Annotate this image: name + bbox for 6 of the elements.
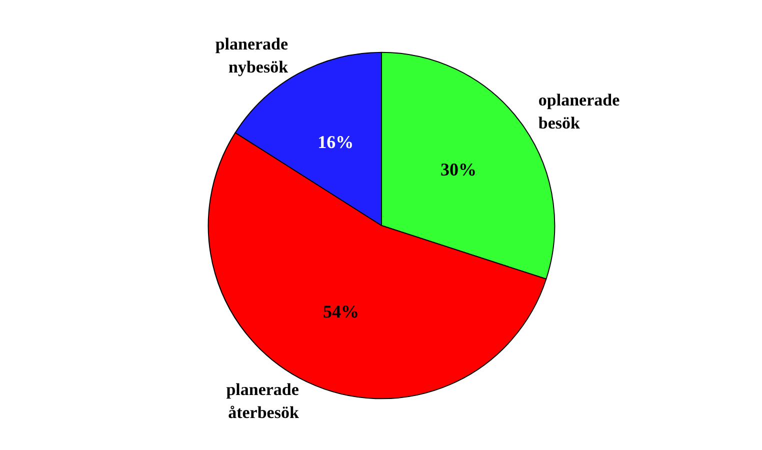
- data-label: 30%: [440, 160, 477, 180]
- slice-label: planerade nybesök: [215, 34, 289, 76]
- data-label: 54%: [322, 302, 359, 322]
- slice-label: planerade återbesök: [226, 380, 300, 422]
- data-label: 16%: [318, 132, 354, 152]
- slice-label: oplanerade besök: [538, 90, 620, 132]
